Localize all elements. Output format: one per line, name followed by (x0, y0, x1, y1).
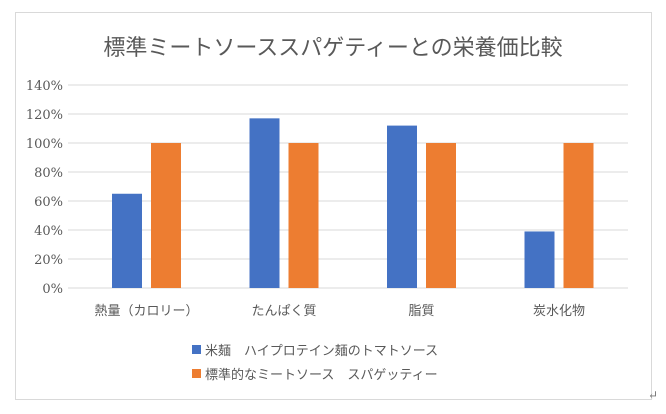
bar-rice-noodle-0 (112, 193, 142, 288)
y-tick-label: 60% (34, 195, 63, 210)
legend-swatch-blue (192, 344, 201, 354)
legend-label: 米麺 ハイプロテイン麺のトマトソース (205, 343, 439, 359)
bar-rice-noodle-2 (387, 125, 417, 288)
bar-standard-2 (426, 143, 456, 288)
legend-label: 標準的なミートソース スパゲッティー (205, 367, 438, 383)
legend: 米麺 ハイプロテイン麺のトマトソース 標準的なミートソース スパゲッティー (192, 337, 438, 385)
bar-standard-1 (288, 143, 319, 288)
bar-rice-noodle-1 (249, 118, 280, 288)
legend-swatch-orange (192, 368, 201, 378)
bar-rice-noodle-3 (524, 231, 555, 288)
chart-area (15, 12, 652, 400)
y-tick-label: 20% (34, 253, 63, 268)
legend-item-series-2: 標準的なミートソース スパゲッティー (192, 361, 438, 385)
x-tick-label: 脂質 (408, 304, 434, 319)
x-tick-label: たんぱく質 (251, 304, 316, 319)
y-tick-label: 40% (34, 224, 63, 239)
y-tick-label: 120% (26, 108, 63, 123)
y-tick-label: 0% (42, 282, 63, 297)
legend-item-series-1: 米麺 ハイプロテイン麺のトマトソース (192, 337, 438, 361)
x-tick-label: 炭水化物 (533, 304, 585, 319)
paragraph-mark: ↵ (648, 388, 659, 402)
bar-standard-0 (151, 143, 181, 288)
chart-title: 標準ミートソーススパゲティーとの栄養価比較 (103, 36, 563, 61)
y-tick-label: 140% (26, 79, 63, 94)
x-tick-label: 熱量（カロリー） (94, 304, 198, 319)
y-tick-label: 100% (26, 137, 63, 152)
bar-standard-3 (563, 143, 594, 288)
y-tick-label: 80% (34, 166, 63, 181)
